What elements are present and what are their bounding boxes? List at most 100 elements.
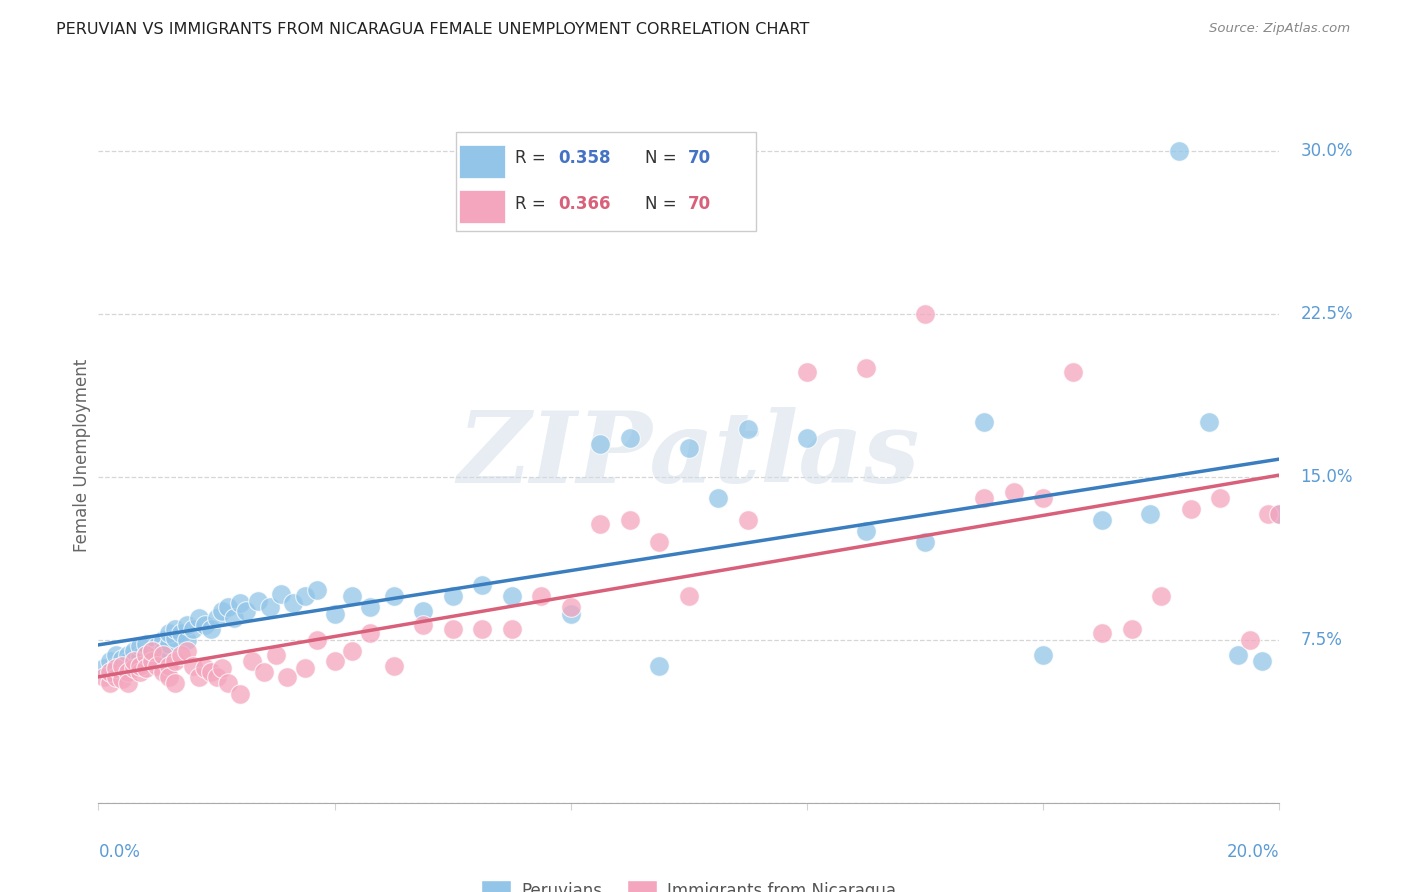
Point bbox=[560, 607, 582, 621]
Point bbox=[122, 661, 145, 675]
Point bbox=[1121, 622, 1143, 636]
Point bbox=[678, 442, 700, 456]
Point bbox=[157, 637, 180, 651]
Point bbox=[1268, 507, 1291, 521]
Point bbox=[122, 643, 145, 657]
Point bbox=[187, 670, 209, 684]
Point bbox=[98, 655, 121, 669]
Point bbox=[412, 617, 434, 632]
Point bbox=[141, 643, 163, 657]
Point bbox=[200, 622, 222, 636]
Point bbox=[855, 524, 877, 538]
Point bbox=[141, 655, 163, 669]
Point bbox=[105, 648, 128, 662]
Point bbox=[1062, 365, 1084, 379]
Point bbox=[194, 617, 217, 632]
Text: ZIPatlas: ZIPatlas bbox=[458, 407, 920, 503]
Point bbox=[141, 643, 163, 657]
Point bbox=[707, 491, 730, 506]
Point bbox=[111, 652, 134, 666]
Text: 0.358: 0.358 bbox=[558, 150, 610, 168]
Point bbox=[246, 593, 269, 607]
Point bbox=[678, 589, 700, 603]
Point bbox=[294, 589, 316, 603]
Point bbox=[93, 661, 115, 675]
Point bbox=[501, 589, 523, 603]
Text: 7.5%: 7.5% bbox=[1301, 631, 1343, 648]
Point bbox=[128, 639, 150, 653]
Point bbox=[122, 655, 145, 669]
Point bbox=[1091, 513, 1114, 527]
Point bbox=[235, 605, 257, 619]
Point bbox=[560, 600, 582, 615]
Point bbox=[441, 622, 464, 636]
Point bbox=[1268, 507, 1291, 521]
Point bbox=[217, 676, 239, 690]
Text: 0.0%: 0.0% bbox=[98, 843, 141, 861]
Point bbox=[530, 589, 553, 603]
Point bbox=[165, 622, 187, 636]
Point bbox=[471, 578, 494, 592]
Point bbox=[1250, 655, 1272, 669]
Point bbox=[973, 415, 995, 429]
Point bbox=[128, 658, 150, 673]
Point bbox=[135, 637, 157, 651]
Text: R =: R = bbox=[515, 150, 551, 168]
Point bbox=[146, 648, 169, 662]
Point bbox=[305, 632, 328, 647]
Point bbox=[165, 676, 187, 690]
Point bbox=[294, 661, 316, 675]
Point bbox=[796, 431, 818, 445]
Point bbox=[276, 670, 298, 684]
Point bbox=[170, 648, 193, 662]
Point bbox=[146, 639, 169, 653]
Point bbox=[382, 658, 405, 673]
Point bbox=[259, 600, 281, 615]
Text: R =: R = bbox=[515, 194, 551, 212]
Point bbox=[128, 650, 150, 665]
Point bbox=[176, 643, 198, 657]
Point bbox=[181, 658, 204, 673]
Point bbox=[117, 648, 139, 662]
Point bbox=[1002, 484, 1025, 499]
Point bbox=[1150, 589, 1173, 603]
Legend: Peruvians, Immigrants from Nicaragua: Peruvians, Immigrants from Nicaragua bbox=[475, 874, 903, 892]
Point bbox=[323, 655, 346, 669]
Point bbox=[170, 626, 193, 640]
Point bbox=[342, 589, 364, 603]
Text: 0.366: 0.366 bbox=[558, 194, 610, 212]
Point bbox=[283, 596, 305, 610]
Point bbox=[128, 665, 150, 680]
Point bbox=[737, 422, 759, 436]
Point bbox=[589, 517, 612, 532]
Point bbox=[1180, 502, 1202, 516]
Point bbox=[229, 687, 252, 701]
Point bbox=[117, 676, 139, 690]
Point bbox=[1139, 507, 1161, 521]
Point bbox=[855, 360, 877, 375]
Point bbox=[1209, 491, 1232, 506]
Point bbox=[1257, 507, 1279, 521]
Text: N =: N = bbox=[644, 194, 682, 212]
Point bbox=[165, 631, 187, 645]
Point bbox=[122, 657, 145, 671]
Point bbox=[264, 648, 287, 662]
Point bbox=[117, 655, 139, 669]
Point bbox=[1091, 626, 1114, 640]
Point bbox=[211, 605, 233, 619]
Point bbox=[111, 661, 134, 675]
Point bbox=[176, 617, 198, 632]
Point bbox=[152, 632, 174, 647]
Text: 22.5%: 22.5% bbox=[1301, 304, 1353, 323]
Point bbox=[253, 665, 276, 680]
Point bbox=[501, 622, 523, 636]
Text: 70: 70 bbox=[688, 150, 711, 168]
Point bbox=[619, 431, 641, 445]
Point bbox=[135, 661, 157, 675]
Point bbox=[914, 535, 936, 549]
Point bbox=[111, 672, 134, 686]
Point bbox=[1032, 648, 1054, 662]
Point bbox=[135, 648, 157, 662]
Point bbox=[382, 589, 405, 603]
Point bbox=[98, 665, 121, 680]
